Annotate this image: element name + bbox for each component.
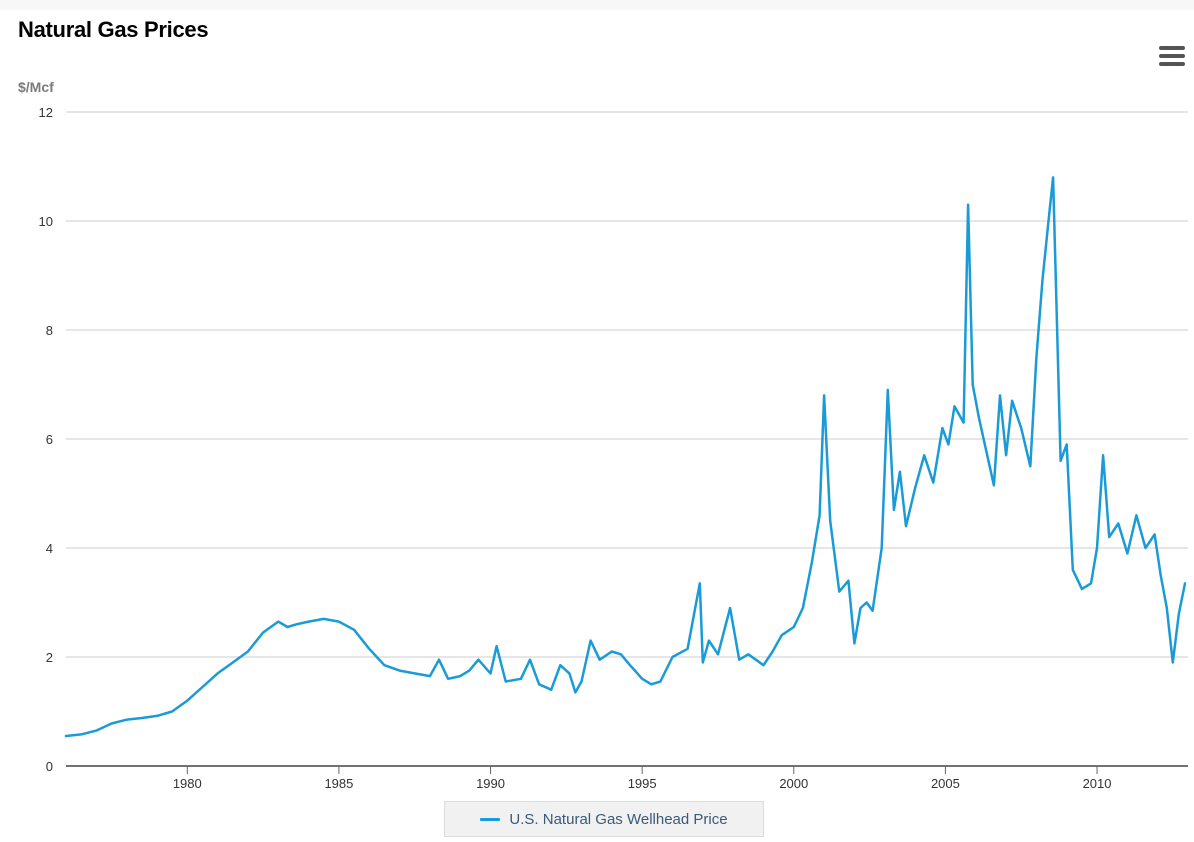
y-tick-label: 6: [46, 432, 53, 447]
legend-swatch: [480, 817, 501, 821]
menu-icon-bar-bottom: [1159, 62, 1185, 66]
menu-icon-bar-top: [1159, 46, 1185, 50]
y-tick-label: 0: [46, 759, 53, 774]
y-tick-label: 10: [39, 214, 53, 229]
y-unit-label: $/Mcf: [18, 79, 54, 95]
x-axis-ticks: 1980 1985 1990 1995 2000 2005 2010: [173, 766, 1112, 791]
gridlines: [66, 111, 1188, 767]
x-tick-label: 2010: [1083, 776, 1112, 791]
y-tick-label: 8: [46, 323, 53, 338]
legend-item[interactable]: U.S. Natural Gas Wellhead Price: [444, 801, 764, 837]
series-layer: [64, 176, 1187, 738]
menu-icon[interactable]: [1156, 44, 1186, 70]
legend-label: U.S. Natural Gas Wellhead Price: [509, 810, 728, 828]
y-tick-label: 12: [39, 105, 53, 120]
y-tick-label: 2: [46, 650, 53, 665]
x-tick-label: 1995: [628, 776, 657, 791]
x-tick-label: 2000: [779, 776, 808, 791]
x-tick-label: 1980: [173, 776, 202, 791]
y-axis-ticks: 0 2 4 6 8 10 12: [39, 105, 53, 774]
chart-title: Natural Gas Prices: [18, 17, 209, 42]
x-tick-label: 1985: [324, 776, 353, 791]
x-tick-label: 2005: [931, 776, 960, 791]
y-tick-label: 4: [46, 541, 53, 556]
menu-icon-bar-middle: [1159, 54, 1185, 58]
top-strip: [0, 0, 1194, 10]
x-tick-label: 1990: [476, 776, 505, 791]
series-line-wellhead-price[interactable]: [64, 176, 1187, 738]
